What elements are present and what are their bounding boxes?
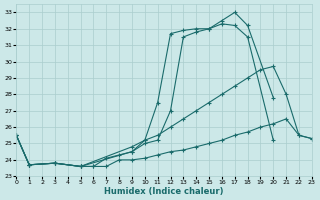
X-axis label: Humidex (Indice chaleur): Humidex (Indice chaleur)	[104, 187, 224, 196]
